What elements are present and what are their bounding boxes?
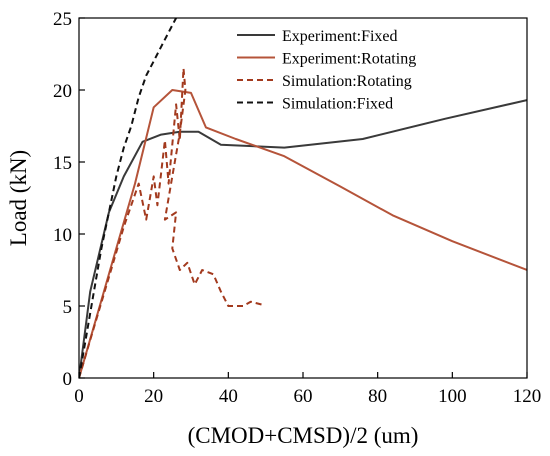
series-lines-layer [79, 18, 527, 378]
x-tick-label: 100 [438, 386, 467, 407]
y-tick-label: 0 [63, 369, 73, 390]
y-tick-label: 15 [53, 153, 72, 174]
series-line-experiment-rotating [79, 89, 527, 378]
axis-ticks-layer: 0 20 40 60 80 100 120 0 5 10 15 20 25 [53, 9, 541, 407]
legend-label-simulation-rotating: Simulation:Rotating [282, 73, 412, 90]
legend-label-experiment-rotating: Experiment:Rotating [282, 51, 416, 68]
plot-frame [78, 17, 528, 379]
legend-label-simulation-fixed: Simulation:Fixed [282, 96, 393, 113]
y-tick-label: 20 [53, 81, 72, 102]
y-axis-title: Load (kN) [6, 150, 31, 246]
x-tick-label: 120 [513, 386, 542, 407]
x-tick-label: 40 [219, 386, 238, 407]
legend: Experiment:Fixed Experiment:Rotating Simul… [237, 28, 416, 113]
legend-label-experiment-fixed: Experiment:Fixed [282, 28, 398, 45]
series-line-simulation-rotating [79, 67, 263, 378]
x-axis-title: (CMOD+CMSD)/2 (um) [188, 423, 419, 448]
x-tick-label: 0 [74, 386, 84, 407]
y-tick-label: 10 [53, 225, 72, 246]
y-tick-label: 5 [63, 297, 73, 318]
y-tick-label: 25 [53, 9, 72, 30]
x-tick-label: 20 [144, 386, 163, 407]
x-tick-label: 60 [294, 386, 313, 407]
series-line-simulation-fixed [79, 18, 177, 378]
x-tick-label: 80 [368, 386, 387, 407]
